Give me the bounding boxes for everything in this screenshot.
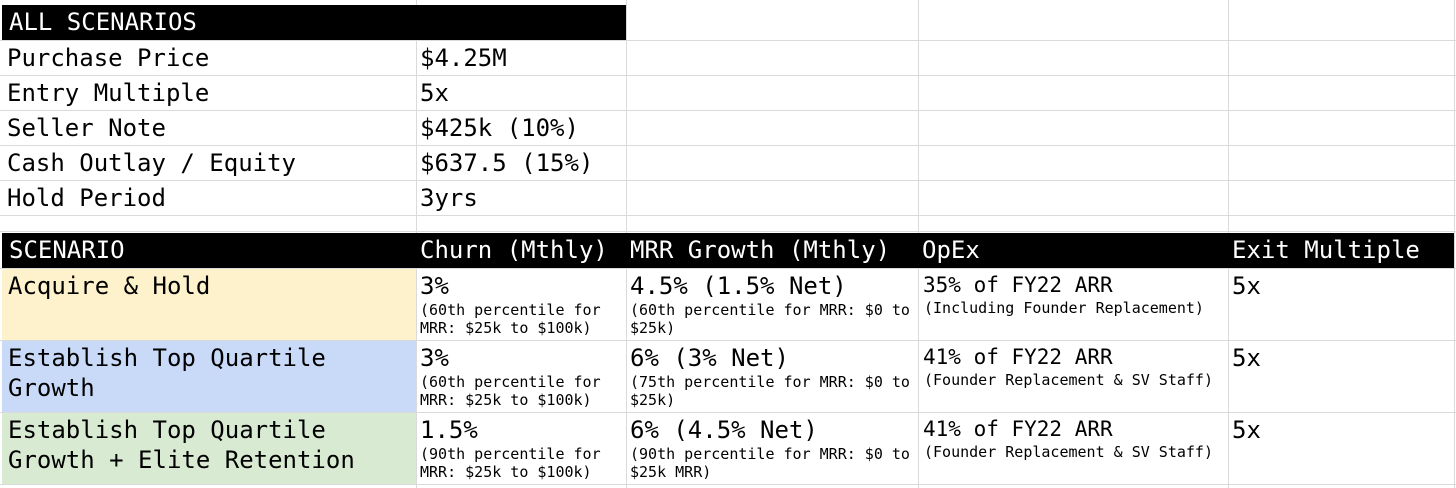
opex-note: (Including Founder Replacement) (924, 299, 1204, 317)
cell-opex-row2[interactable]: 41% of FY22 ARR (Founder Replacement & S… (919, 341, 1228, 412)
summary-label-seller-note[interactable]: Seller Note (7, 114, 166, 142)
summary-value-entry-multiple[interactable]: 5x (420, 79, 449, 107)
churn-value: 3% (420, 272, 449, 300)
header-opex[interactable]: OpEx (915, 233, 1228, 268)
cell-churn-row3[interactable]: 1.5% (90th percentile for MRR: $25k to $… (417, 413, 626, 484)
growth-note: (60th percentile for MRR: $0 to $25k) (630, 301, 910, 337)
churn-note: (90th percentile for MRR: $25k to $100k) (420, 445, 601, 481)
summary-label-hold-period[interactable]: Hold Period (7, 184, 166, 212)
growth-value: 6% (3% Net) (630, 344, 789, 372)
cell-opex-row3[interactable]: 41% of FY22 ARR (Founder Replacement & S… (919, 413, 1228, 484)
cell-exit-row2[interactable]: 5x (1232, 344, 1261, 372)
summary-label-entry-multiple[interactable]: Entry Multiple (7, 79, 210, 107)
churn-note: (60th percentile for MRR: $25k to $100k) (420, 301, 601, 337)
summary-value-cash-outlay[interactable]: $637.5 (15%) (420, 149, 594, 177)
summary-value-hold-period[interactable]: 3yrs (420, 184, 478, 212)
cell-churn-row1[interactable]: 3% (60th percentile for MRR: $25k to $10… (417, 269, 626, 340)
churn-value: 1.5% (420, 416, 478, 444)
growth-value: 4.5% (1.5% Net) (630, 272, 847, 300)
cell-exit-row1[interactable]: 5x (1232, 272, 1261, 300)
opex-note: (Founder Replacement & SV Staff) (924, 371, 1213, 389)
summary-value-seller-note[interactable]: $425k (10%) (420, 114, 579, 142)
summary-label-purchase-price[interactable]: Purchase Price (7, 44, 210, 72)
scenario-name-growth-elite-retention[interactable]: Establish Top Quartile Growth + Elite Re… (2, 413, 416, 484)
summary-label-cash-outlay[interactable]: Cash Outlay / Equity (7, 149, 296, 177)
growth-note: (75th percentile for MRR: $0 to $25k) (630, 373, 910, 409)
header-exit-multiple[interactable]: Exit Multiple (1225, 233, 1454, 268)
churn-note: (60th percentile for MRR: $25k to $100k) (420, 373, 601, 409)
scenario-name-acquire-hold[interactable]: Acquire & Hold (2, 269, 416, 340)
growth-note: (90th percentile for MRR: $0 to $25k MRR… (630, 445, 910, 481)
cell-growth-row3[interactable]: 6% (4.5% Net) (90th percentile for MRR: … (627, 413, 918, 484)
header-churn[interactable]: Churn (Mthly) (413, 233, 626, 268)
cell-growth-row2[interactable]: 6% (3% Net) (75th percentile for MRR: $0… (627, 341, 918, 412)
header-scenario[interactable]: SCENARIO (2, 233, 416, 268)
opex-value: 41% of FY22 ARR (923, 417, 1113, 441)
opex-value: 41% of FY22 ARR (923, 345, 1113, 369)
opex-note: (Founder Replacement & SV Staff) (924, 443, 1213, 461)
scenario-name-top-quartile-growth[interactable]: Establish Top Quartile Growth (2, 341, 416, 412)
summary-value-purchase-price[interactable]: $4.25M (420, 44, 507, 72)
summary-header[interactable]: ALL SCENARIOS (2, 5, 626, 40)
cell-growth-row1[interactable]: 4.5% (1.5% Net) (60th percentile for MRR… (627, 269, 918, 340)
growth-value: 6% (4.5% Net) (630, 416, 818, 444)
cell-opex-row1[interactable]: 35% of FY22 ARR (Including Founder Repla… (919, 269, 1228, 340)
opex-value: 35% of FY22 ARR (923, 273, 1113, 297)
header-mrr-growth[interactable]: MRR Growth (Mthly) (623, 233, 918, 268)
churn-value: 3% (420, 344, 449, 372)
cell-exit-row3[interactable]: 5x (1232, 416, 1261, 444)
cell-churn-row2[interactable]: 3% (60th percentile for MRR: $25k to $10… (417, 341, 626, 412)
